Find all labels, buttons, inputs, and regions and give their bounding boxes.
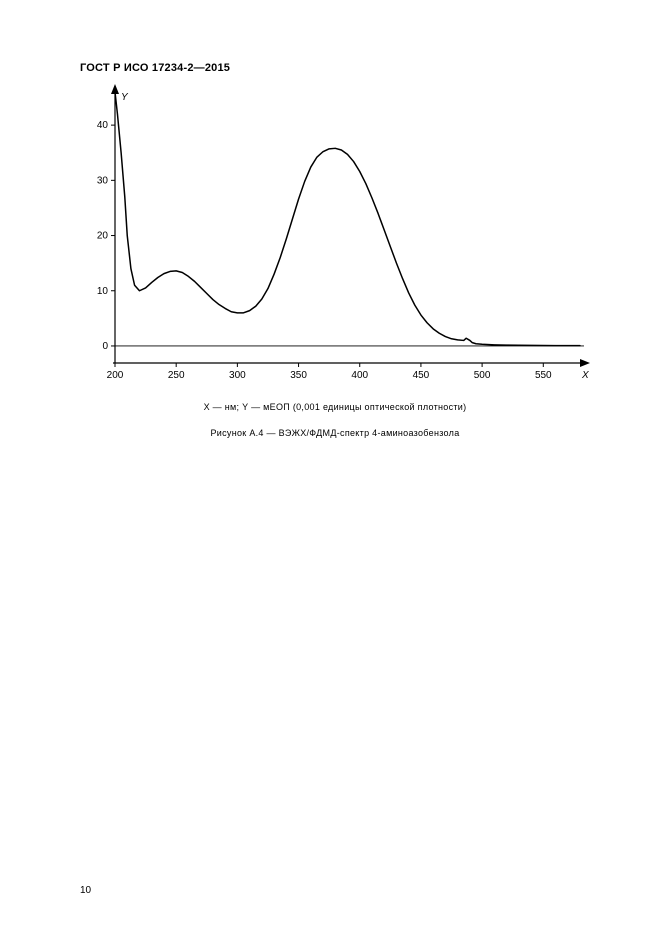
axis-legend-text: X — нм; Y — мЕОП (0,001 единицы оптическ… — [80, 402, 590, 412]
svg-text:300: 300 — [229, 370, 246, 381]
svg-text:500: 500 — [474, 370, 491, 381]
page: ГОСТ Р ИСО 17234-2—2015 0 10 20 30 40 200 250 3… — [0, 0, 661, 936]
svg-text:40: 40 — [97, 120, 109, 131]
svg-text:550: 550 — [535, 370, 552, 381]
figure-caption: Рисунок А.4 — ВЭЖХ/ФДМД-спектр 4-аминоаз… — [80, 428, 590, 438]
spectrum-chart: 0 10 20 30 40 200 250 300 350 400 450 500 550 Y X — [80, 82, 590, 382]
svg-text:250: 250 — [168, 370, 185, 381]
svg-text:200: 200 — [107, 370, 124, 381]
svg-text:X: X — [581, 370, 589, 381]
svg-text:400: 400 — [351, 370, 368, 381]
page-number: 10 — [80, 885, 91, 896]
document-header: ГОСТ Р ИСО 17234-2—2015 — [80, 62, 230, 74]
svg-text:450: 450 — [413, 370, 430, 381]
svg-text:0: 0 — [102, 341, 108, 352]
svg-text:20: 20 — [97, 231, 109, 242]
svg-text:350: 350 — [290, 370, 307, 381]
chart-svg: 0 10 20 30 40 200 250 300 350 400 450 500 550 Y X — [80, 82, 590, 382]
svg-text:10: 10 — [97, 286, 109, 297]
svg-text:30: 30 — [97, 175, 109, 186]
svg-text:Y: Y — [121, 92, 129, 103]
